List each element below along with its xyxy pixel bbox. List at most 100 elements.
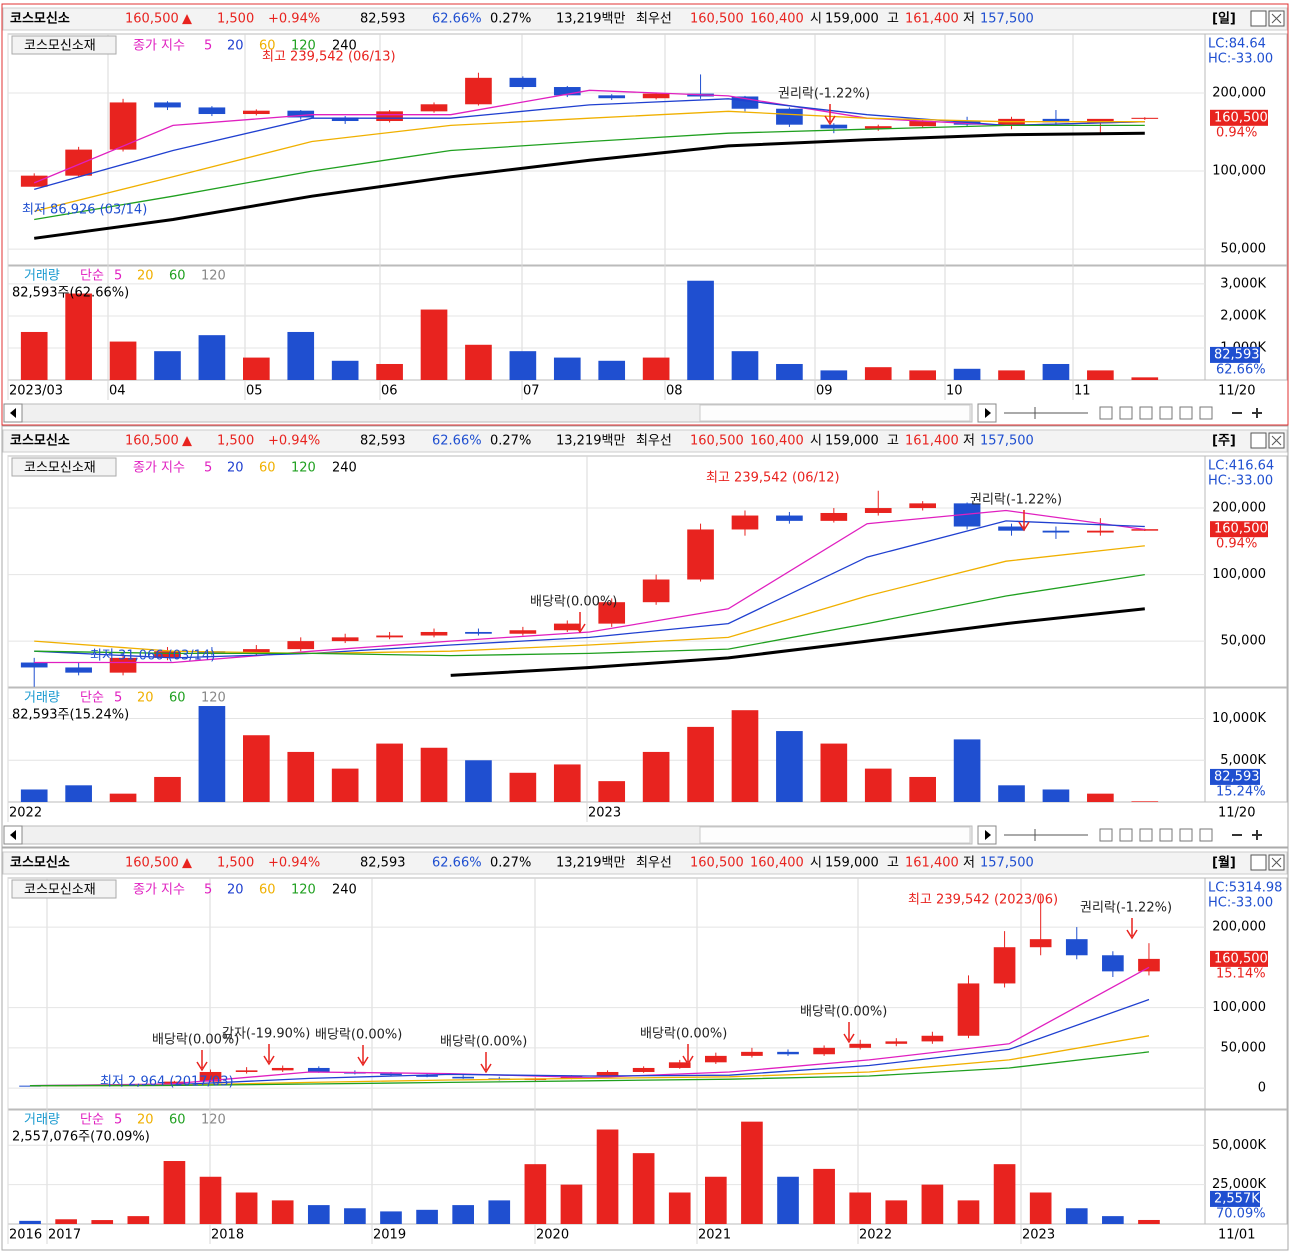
toolbar-icon[interactable] <box>1199 828 1213 842</box>
header-change-pct: +0.94% <box>268 434 320 449</box>
volume-bar <box>154 351 181 380</box>
close-icon <box>1271 13 1282 24</box>
volume-bar <box>668 1192 691 1224</box>
toolbar-icon[interactable] <box>1099 828 1113 842</box>
volume-bar <box>776 363 803 380</box>
x-tick-label: 2023 <box>588 806 621 821</box>
volume-title: 거래량 <box>24 1113 60 1128</box>
annotation-arrow <box>480 1052 492 1074</box>
volume-bar <box>777 1176 799 1224</box>
moving-average <box>34 520 1145 659</box>
y-tick-label: 50,000 <box>1221 1040 1267 1055</box>
last-price-box <box>1210 109 1268 126</box>
last-volume-ratio: 70.09% <box>1216 1206 1266 1221</box>
volume-bar <box>163 1161 186 1224</box>
candle-body <box>287 641 315 650</box>
scroll-thumb[interactable] <box>699 404 971 422</box>
last-volume: 82,593 <box>1214 347 1260 362</box>
x-tick-label: 2021 <box>698 1228 731 1243</box>
toolbar-icon[interactable] <box>1139 406 1153 420</box>
last-price: 160,500 <box>1214 110 1268 125</box>
toolbar-icon[interactable] <box>1159 828 1173 842</box>
volume-bar <box>909 776 936 802</box>
candle-body <box>1131 117 1159 119</box>
volume-bar <box>376 363 403 380</box>
candle-body <box>1087 530 1114 533</box>
volume-bar <box>376 743 403 802</box>
volume-bar <box>849 1192 872 1224</box>
ma-legend: 60 <box>259 461 276 476</box>
toolbar-icon[interactable] <box>1119 828 1133 842</box>
zoom-slider[interactable] <box>1004 829 1088 841</box>
volume-bar <box>1042 789 1070 802</box>
volume-bar <box>344 1208 366 1224</box>
x-tick-label: 05 <box>246 384 263 399</box>
volume-bar <box>1087 793 1114 802</box>
volume-bar <box>1131 801 1159 802</box>
toolbar-icon[interactable] <box>1179 406 1193 420</box>
restore-button[interactable] <box>1250 432 1267 449</box>
toolbar-icon[interactable] <box>1179 828 1193 842</box>
y-tick-label: 2,000K <box>1220 308 1266 323</box>
candle-body <box>1138 958 1160 972</box>
moving-average <box>33 89 1145 184</box>
restore-button[interactable] <box>1250 854 1267 871</box>
last-volume: 82,593 <box>1214 769 1260 784</box>
annotation-arrow <box>196 1050 208 1072</box>
plot-area <box>7 33 1206 266</box>
toolbar-icon[interactable] <box>1199 406 1213 420</box>
ma-legend: 5 <box>204 39 212 54</box>
ma-legend: 240 <box>332 461 357 476</box>
header-best-bid: 160,400 <box>750 434 804 449</box>
lc-label: LC:5314.98 <box>1208 881 1282 896</box>
candle-body <box>380 1073 402 1076</box>
y-tick-label: 5,000K <box>1220 753 1266 768</box>
volume-ma-legend: 20 <box>137 691 154 706</box>
close-icon <box>1271 435 1282 446</box>
header-best-label: 최우선 <box>636 12 672 27</box>
x-tick-label: 07 <box>523 384 540 399</box>
header-turnover: 0.27% <box>490 856 531 871</box>
volume-bar <box>642 357 670 380</box>
last-change: 0.94% <box>1216 537 1257 552</box>
legend-label: 종가 지수 <box>133 883 185 898</box>
candle-body <box>465 77 492 105</box>
header-price: 160,500 <box>125 434 179 449</box>
volume-bar <box>55 1219 77 1224</box>
toolbar-icon[interactable] <box>1119 406 1133 420</box>
scroll-thumb[interactable] <box>699 826 971 844</box>
toolbar-icon[interactable] <box>1159 406 1173 420</box>
toolbar-icon[interactable] <box>1099 406 1113 420</box>
candle-body <box>331 117 359 122</box>
volume-bar <box>65 785 92 802</box>
candle-body <box>921 1035 944 1042</box>
volume-bar <box>271 1200 294 1224</box>
candle-body <box>1131 529 1159 531</box>
candle-body <box>465 631 492 634</box>
candle-body <box>598 95 626 99</box>
x-tick-label: 09 <box>816 384 833 399</box>
lc-label: LC:84.64 <box>1208 37 1266 52</box>
volume-bar <box>642 751 670 802</box>
annotation-arrow <box>843 1022 855 1044</box>
candle-body <box>416 1075 438 1077</box>
legend-label: 종가 지수 <box>133 461 185 476</box>
ma-legend: 120 <box>291 39 316 54</box>
x-tick-label: 10 <box>946 384 963 399</box>
volume-ma-legend: 60 <box>169 269 186 284</box>
y-tick-label: 0 <box>1258 1081 1266 1096</box>
toolbar-icon[interactable] <box>1139 828 1153 842</box>
zoom-slider[interactable] <box>1004 407 1088 419</box>
volume-bar <box>65 293 92 380</box>
volume-bar <box>509 772 537 802</box>
volume-bar <box>380 1211 402 1224</box>
candle-body <box>420 631 448 636</box>
moving-average <box>29 998 1150 1087</box>
annotation: 권리락(-1.22%) <box>778 87 870 102</box>
header-open: 159,000 <box>825 434 879 449</box>
restore-button[interactable] <box>1250 10 1267 27</box>
header-high: 161,400 <box>905 856 959 871</box>
annotation: 배당락(0.00%) <box>640 1027 727 1042</box>
annotation: 최고 239,542 (06/13) <box>262 50 396 65</box>
header-change-pct: +0.94% <box>268 12 320 27</box>
